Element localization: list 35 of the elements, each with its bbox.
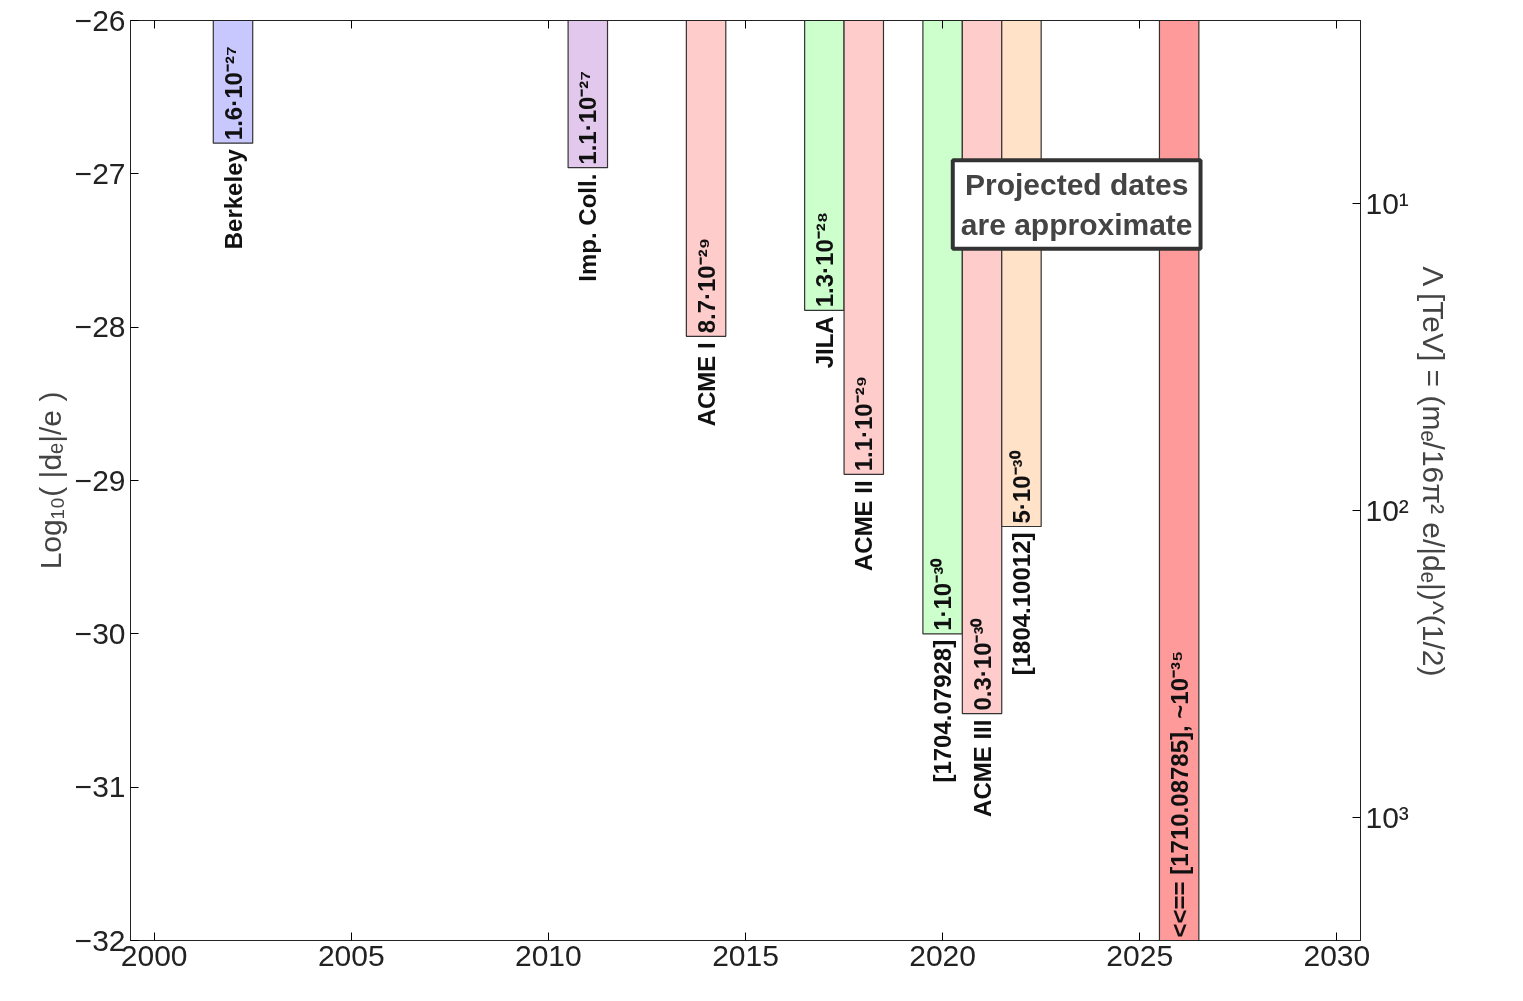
y2-tick-label: 10¹ xyxy=(1365,187,1409,221)
annotation: <<== [1710.08785], ~10⁻³⁵ xyxy=(1165,650,1193,938)
annotation: Imp. Coll. xyxy=(574,173,602,282)
annotation: 1.6·10⁻²⁷ xyxy=(219,46,247,141)
y-tick-label: −30 xyxy=(74,616,126,650)
annotation: 1.1·10⁻²⁷ xyxy=(574,70,602,165)
annotation: Berkeley xyxy=(219,148,247,250)
annotation: [1704.07928] xyxy=(929,639,957,783)
y2-tick-label: 10² xyxy=(1365,493,1409,527)
y-tick-label: −28 xyxy=(74,310,126,344)
annotation: ACME III xyxy=(968,719,996,817)
x-tick-label: 2005 xyxy=(317,938,385,972)
annotation: [1804.10012] xyxy=(1007,532,1035,676)
y-tick-label: −27 xyxy=(74,156,126,190)
y2-tick-label: 10³ xyxy=(1365,800,1409,834)
annotation: JILA xyxy=(810,316,838,369)
annotation: ACME II xyxy=(850,480,878,572)
y-axis-title: Log₁₀( |dₑ|/e ) xyxy=(33,391,67,570)
y-tick-label: −31 xyxy=(74,770,126,804)
y-tick-label: −29 xyxy=(74,463,126,497)
x-tick-label: 2025 xyxy=(1106,938,1174,972)
x-tick-label: 2015 xyxy=(712,938,779,972)
annotation: Projected dates are approximate xyxy=(960,168,1193,241)
y-tick-label: −26 xyxy=(74,3,126,37)
annotation: 1·10⁻³⁰ xyxy=(929,557,957,631)
annotation: ACME I xyxy=(692,342,720,427)
x-tick-label: 2030 xyxy=(1303,938,1371,972)
y2-axis-title: Λ [TeV] = (mₑ/16π² e/|dₑ|)^(1/2) xyxy=(1416,266,1450,677)
annotation: 1.1·10⁻²⁹ xyxy=(850,375,878,472)
annotation: 0.3·10⁻³⁰ xyxy=(968,617,996,711)
x-tick-label: 2020 xyxy=(909,938,976,972)
annotation: 8.7·10⁻²⁹ xyxy=(692,237,720,334)
annotation: 1.3·10⁻²⁸ xyxy=(810,211,838,308)
x-tick-label: 2010 xyxy=(515,938,582,972)
annotation: 5·10⁻³⁰ xyxy=(1007,450,1035,524)
